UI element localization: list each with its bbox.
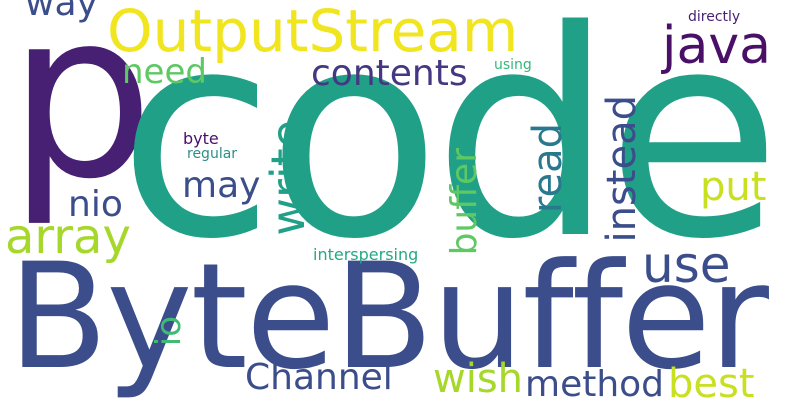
word-interspersing: interspersing (313, 245, 419, 264)
word-instead: instead (599, 95, 645, 243)
word-using: using (494, 57, 532, 73)
word-best: best (668, 361, 755, 400)
word-need: need (122, 52, 207, 92)
word-put: put (700, 164, 767, 210)
word-read: read (525, 123, 571, 214)
word-regular: regular (187, 146, 238, 162)
word-bytebuffer: ByteBuffer (8, 232, 769, 400)
word-nio: nio (68, 184, 123, 225)
word-way: way (25, 0, 98, 24)
word-directly: directly (688, 9, 741, 25)
word-io: io (149, 316, 189, 347)
word-array: array (5, 209, 131, 265)
word-outputstream: OutputStream (107, 0, 519, 65)
word-write: write (261, 120, 315, 236)
word-wish: wish (433, 356, 524, 400)
word-contents: contents (311, 53, 468, 94)
word-java: java (662, 16, 771, 76)
word-byte: byte (183, 129, 219, 148)
word-p: p (8, 0, 154, 230)
word-may: may (182, 165, 261, 206)
word-buffer: buffer (444, 148, 485, 256)
word-method: method (525, 364, 665, 400)
word-code: code (118, 0, 781, 302)
word-channel: Channel (245, 357, 393, 398)
word-use: use (642, 236, 731, 294)
